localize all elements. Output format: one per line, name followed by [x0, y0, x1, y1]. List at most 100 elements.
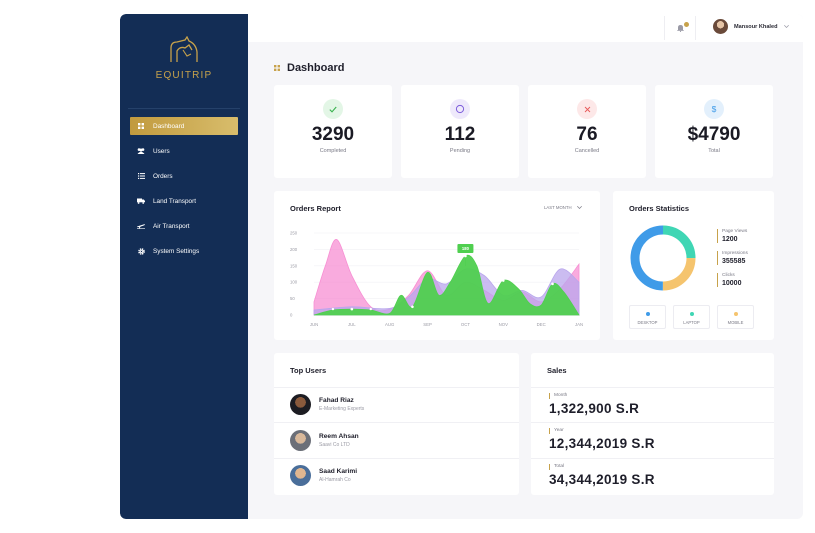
- brand-name: EQUITRIP: [155, 70, 213, 81]
- stat-value: 76: [576, 124, 598, 145]
- legend-name: Impressions: [722, 251, 748, 256]
- legend-item-clicks: Clicks 10000: [717, 273, 748, 287]
- series-area: [313, 254, 580, 316]
- user-name: Fahad Riaz: [319, 397, 354, 404]
- data-point: [411, 305, 414, 309]
- sidebar-item-orders[interactable]: Orders: [130, 167, 238, 185]
- bell-icon: [676, 25, 684, 32]
- annotation-box: [457, 243, 474, 253]
- avatar: [290, 465, 311, 486]
- brand-logo[interactable]: EQUITRIP: [120, 36, 248, 81]
- close-icon: [577, 99, 597, 119]
- divider: [531, 422, 774, 423]
- page-title: Dashboard: [274, 62, 344, 74]
- user-name: Saad Karimi: [319, 468, 358, 475]
- divider: [531, 387, 774, 388]
- period-dropdown[interactable]: LAST MONTH: [544, 205, 582, 210]
- stat-label: Pending: [449, 148, 471, 154]
- card-title: Orders Report: [290, 204, 341, 213]
- users-icon: [137, 147, 145, 155]
- legend-value: 1200: [722, 236, 738, 243]
- divider: [274, 387, 519, 388]
- data-point: [331, 307, 335, 311]
- data-point: [350, 307, 354, 311]
- device-dot: [689, 312, 694, 316]
- list-item[interactable]: Reem Ahsan Saavi Co LTD: [290, 430, 359, 451]
- stat-label: Total: [708, 148, 720, 154]
- sidebar-item-dashboard[interactable]: Dashboard: [130, 117, 238, 135]
- sidebar-item-label: Land Transport: [153, 197, 196, 205]
- card-title: Sales: [547, 366, 567, 375]
- donut-slice: [630, 225, 696, 291]
- legend-name: Clicks: [722, 273, 735, 278]
- stat-card-cancelled: 76 Cancelled: [528, 85, 646, 178]
- stat-value: 3290: [311, 124, 355, 145]
- orders-statistics-card: Orders Statistics Page Views 1200 Impres…: [613, 191, 774, 340]
- x-tick-label: JAN: [575, 322, 583, 327]
- annotation-label: 180: [462, 246, 470, 251]
- data-point: [551, 282, 554, 286]
- gear-icon: [137, 247, 145, 255]
- sales-row-year: Year 12,344,2019 S.R: [549, 428, 655, 451]
- sales-value: 1,322,900 S.R: [549, 401, 640, 416]
- period-dropdown-label: LAST MONTH: [544, 205, 572, 210]
- y-tick-label: 50: [290, 296, 295, 301]
- statistics-legend: Page Views 1200 Impressions 355585 Click…: [717, 229, 748, 295]
- sidebar-item-land-transport[interactable]: Land Transport: [130, 192, 238, 210]
- avatar: [290, 394, 311, 415]
- x-tick-label: DEC: [537, 322, 546, 327]
- device-label: DESKTOP: [637, 320, 658, 325]
- pending-circle-icon: [450, 99, 470, 119]
- user-name: Mansour Khaled: [734, 23, 778, 30]
- device-desktop-button[interactable]: DESKTOP: [629, 305, 666, 329]
- device-filters: DESKTOP LAPTOP MOBILE: [629, 305, 761, 329]
- sidebar-item-air-transport[interactable]: Air Transport: [130, 217, 238, 235]
- grid-icon: [137, 122, 145, 130]
- orders-report-chart: 0 50 100 150 200 250 JUN JUL AUG SEP OCT NOV DEC JAN 1…: [290, 231, 583, 328]
- list-item[interactable]: Saad Karimi Al-Hamrah Co: [290, 465, 357, 486]
- sidebar-item-label: Users: [153, 147, 170, 155]
- card-title: Orders Statistics: [629, 204, 690, 213]
- sidebar-item-label: System Settings: [153, 247, 200, 255]
- stat-label: Cancelled: [574, 148, 600, 154]
- notification-badge: [684, 22, 689, 27]
- sidebar: EQUITRIP Dashboard Users Orders: [120, 14, 248, 519]
- user-name: Reem Ahsan: [319, 433, 359, 440]
- sidebar-divider: [128, 108, 240, 109]
- card-title: Top Users: [290, 366, 327, 375]
- x-tick-label: SEP: [423, 322, 432, 327]
- user-menu[interactable]: Mansour Khaled: [713, 19, 789, 34]
- sales-label: Month: [549, 393, 639, 399]
- sales-value: 12,344,2019 S.R: [549, 436, 655, 451]
- check-icon: [323, 99, 343, 119]
- sidebar-item-system-settings[interactable]: System Settings: [130, 242, 238, 260]
- notifications-button[interactable]: [664, 16, 696, 40]
- data-point: [464, 254, 467, 258]
- truck-icon: [137, 197, 145, 205]
- device-laptop-button[interactable]: LAPTOP: [673, 305, 710, 329]
- sales-row-total: Total 34,344,2019 S.R: [549, 464, 655, 487]
- sales-value: 34,344,2019 S.R: [549, 472, 655, 487]
- sidebar-item-label: Dashboard: [153, 122, 185, 130]
- x-tick-label: AUG: [385, 322, 395, 327]
- chevron-down-icon: [783, 25, 789, 28]
- top-header: Mansour Khaled: [248, 14, 803, 42]
- app-window: EQUITRIP Dashboard Users Orders: [120, 14, 803, 519]
- donut-slice: [630, 225, 696, 291]
- x-tick-label: JUL: [348, 322, 356, 327]
- list-item[interactable]: Fahad Riaz E-Marketing Experts: [290, 394, 364, 415]
- plane-icon: [137, 222, 145, 230]
- sidebar-item-users[interactable]: Users: [130, 142, 238, 160]
- divider: [274, 422, 519, 423]
- user-company: Al-Hamrah Co: [319, 477, 351, 483]
- legend-item-page-views: Page Views 1200: [717, 229, 748, 243]
- divider: [531, 458, 774, 459]
- y-tick-label: 0: [290, 313, 293, 318]
- stat-card-completed: 3290 Completed: [274, 85, 392, 178]
- chevron-down-icon: [576, 206, 582, 209]
- avatar: [290, 430, 311, 451]
- device-mobile-button[interactable]: MOBILE: [717, 305, 754, 329]
- legend-value: 10000: [722, 280, 742, 287]
- sidebar-item-label: Orders: [153, 172, 173, 180]
- legend-value: 355585: [722, 258, 746, 265]
